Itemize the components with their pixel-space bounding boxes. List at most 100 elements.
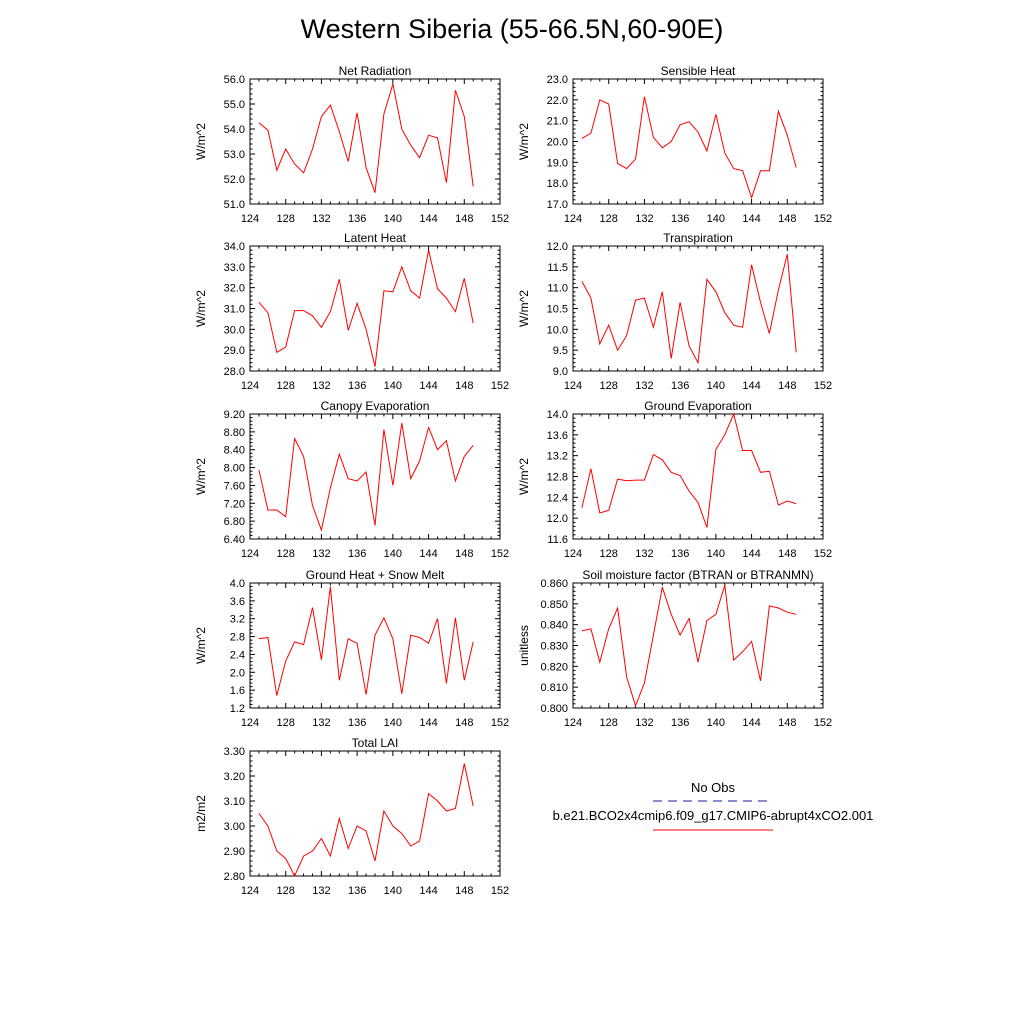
x-tick-label: 144 bbox=[419, 213, 437, 225]
y-tick-label: 1.6 bbox=[230, 685, 245, 697]
y-tick-label: 11.6 bbox=[547, 534, 568, 546]
y-tick-label: 0.850 bbox=[540, 599, 568, 611]
y-axis-label: m2/m2 bbox=[194, 795, 208, 832]
x-tick-label: 152 bbox=[491, 885, 509, 897]
y-tick-label: 8.80 bbox=[224, 427, 245, 439]
x-tick-label: 152 bbox=[814, 213, 832, 225]
plot-frame bbox=[572, 245, 824, 372]
y-tick-label: 32.0 bbox=[224, 283, 245, 295]
y-tick-label: 11.5 bbox=[547, 262, 568, 274]
x-tick-label: 144 bbox=[742, 717, 760, 729]
panel-title: Total LAI bbox=[352, 736, 399, 750]
x-tick-label: 140 bbox=[707, 717, 725, 729]
x-tick-label: 124 bbox=[241, 717, 259, 729]
y-tick-label: 14.0 bbox=[547, 409, 568, 421]
x-tick-label: 136 bbox=[348, 717, 366, 729]
x-tick-label: 144 bbox=[742, 380, 760, 392]
panel-total-lai: 124 128 132 136 140 144 148 152 2.80 2.90 3.00 3.10… bbox=[194, 736, 509, 897]
x-tick-label: 152 bbox=[491, 717, 509, 729]
y-tick-label: 6.40 bbox=[224, 534, 245, 546]
x-tick-label: 144 bbox=[742, 213, 760, 225]
y-tick-label: 10.5 bbox=[547, 304, 568, 316]
y-tick-label: 23.0 bbox=[547, 74, 568, 86]
x-tick-label: 136 bbox=[671, 213, 689, 225]
x-tick-label: 148 bbox=[778, 548, 796, 560]
x-tick-label: 124 bbox=[241, 548, 259, 560]
y-tick-label: 3.2 bbox=[230, 614, 245, 626]
y-tick-label: 21.0 bbox=[547, 116, 568, 128]
y-tick-label: 20.0 bbox=[547, 137, 568, 149]
y-tick-label: 31.0 bbox=[224, 304, 245, 316]
y-tick-label: 7.20 bbox=[224, 498, 245, 510]
x-tick-label: 148 bbox=[455, 213, 473, 225]
series-line bbox=[258, 422, 474, 532]
x-tick-label: 144 bbox=[419, 548, 437, 560]
x-tick-label: 140 bbox=[707, 548, 725, 560]
y-axis-label: unitless bbox=[517, 625, 531, 666]
x-tick-label: 152 bbox=[814, 548, 832, 560]
x-tick-label: 124 bbox=[564, 380, 582, 392]
y-tick-label: 18.0 bbox=[547, 178, 568, 190]
y-tick-label: 2.0 bbox=[230, 667, 245, 679]
x-tick-label: 128 bbox=[277, 548, 295, 560]
x-tick-label: 132 bbox=[635, 548, 653, 560]
panel-title: Net Radiation bbox=[339, 64, 412, 78]
x-tick-label: 148 bbox=[778, 717, 796, 729]
y-tick-label: 28.0 bbox=[224, 366, 245, 378]
y-axis-label: W/m^2 bbox=[517, 458, 531, 495]
panel-grid: 124 128 132 136 140 144 148 152 51.0 52.0 53.0 54.0… bbox=[194, 64, 832, 897]
y-axis-label: W/m^2 bbox=[517, 123, 531, 160]
plot-frame bbox=[572, 413, 824, 540]
panel-title: Latent Heat bbox=[344, 231, 407, 245]
x-tick-label: 140 bbox=[384, 548, 402, 560]
plot-frame bbox=[249, 245, 501, 372]
y-tick-label: 0.810 bbox=[540, 682, 568, 694]
series-line bbox=[581, 412, 797, 528]
panel-title: Transpiration bbox=[663, 231, 733, 245]
panel-title: Ground Heat + Snow Melt bbox=[306, 568, 445, 582]
page-title: Western Siberia (55-66.5N,60-90E) bbox=[300, 14, 724, 44]
x-tick-label: 128 bbox=[600, 380, 618, 392]
panel-title: Ground Evaporation bbox=[644, 399, 751, 413]
y-tick-label: 10.0 bbox=[547, 324, 568, 336]
series-line bbox=[581, 96, 797, 200]
y-axis-label: W/m^2 bbox=[194, 458, 208, 495]
plot-frame bbox=[249, 582, 501, 709]
x-tick-label: 136 bbox=[348, 380, 366, 392]
x-tick-label: 132 bbox=[635, 717, 653, 729]
x-tick-label: 152 bbox=[491, 213, 509, 225]
series-line bbox=[581, 254, 797, 365]
x-tick-label: 136 bbox=[671, 380, 689, 392]
y-tick-label: 8.00 bbox=[224, 463, 245, 475]
x-tick-label: 132 bbox=[635, 380, 653, 392]
series-line bbox=[258, 586, 474, 696]
x-tick-label: 128 bbox=[277, 885, 295, 897]
x-tick-label: 128 bbox=[277, 717, 295, 729]
panel-sensible-heat: 124 128 132 136 140 144 148 152 17.0 18.0 19.0 20.0… bbox=[517, 64, 832, 225]
x-tick-label: 144 bbox=[742, 548, 760, 560]
y-tick-label: 51.0 bbox=[224, 199, 245, 211]
x-tick-label: 132 bbox=[312, 380, 330, 392]
x-tick-label: 132 bbox=[312, 548, 330, 560]
y-tick-label: 8.40 bbox=[224, 445, 245, 457]
y-tick-label: 0.860 bbox=[540, 578, 568, 590]
y-tick-label: 3.6 bbox=[230, 596, 245, 608]
x-tick-label: 124 bbox=[564, 717, 582, 729]
panel-net-radiation: 124 128 132 136 140 144 148 152 51.0 52.0 53.0 54.0… bbox=[194, 64, 509, 225]
x-tick-label: 136 bbox=[348, 885, 366, 897]
y-tick-label: 1.2 bbox=[230, 703, 245, 715]
x-tick-label: 128 bbox=[600, 213, 618, 225]
y-tick-label: 30.0 bbox=[224, 324, 245, 336]
x-tick-label: 124 bbox=[241, 380, 259, 392]
y-tick-label: 9.20 bbox=[224, 409, 245, 421]
series-line bbox=[258, 83, 474, 193]
y-tick-label: 19.0 bbox=[547, 157, 568, 169]
y-tick-label: 0.800 bbox=[540, 703, 568, 715]
y-tick-label: 0.820 bbox=[540, 661, 568, 673]
y-tick-label: 2.4 bbox=[230, 649, 245, 661]
x-tick-label: 124 bbox=[564, 548, 582, 560]
x-tick-label: 136 bbox=[671, 548, 689, 560]
series-line bbox=[581, 584, 797, 708]
y-tick-label: 0.840 bbox=[540, 620, 568, 632]
x-tick-label: 148 bbox=[455, 380, 473, 392]
